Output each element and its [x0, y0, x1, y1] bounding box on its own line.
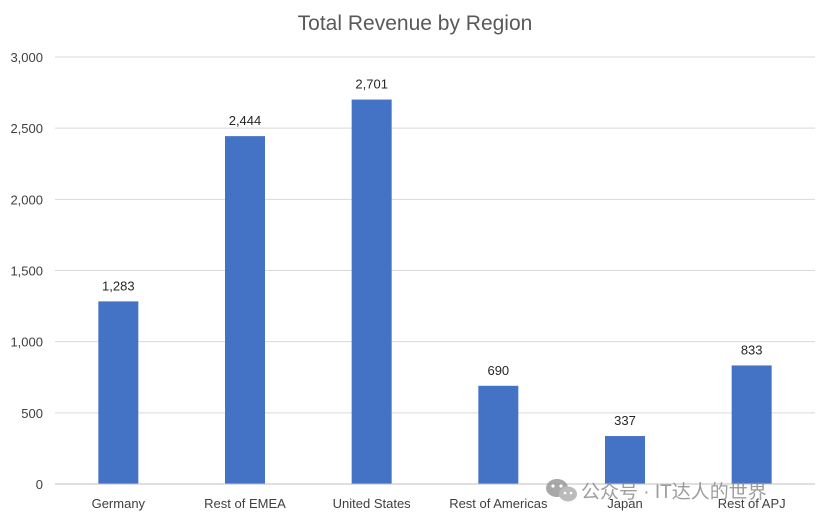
- data-label: 2,701: [355, 77, 388, 92]
- y-tick-label: 2,500: [10, 121, 43, 136]
- x-axis-categories: Germany Rest of EMEA United States Rest of …: [92, 496, 786, 511]
- data-label: 1,283: [102, 278, 135, 293]
- y-tick-label: 0: [36, 477, 43, 492]
- watermark: 公众号 · IT达人的世界: [546, 479, 767, 503]
- category-label: Rest of EMEA: [204, 496, 286, 511]
- gridlines: [55, 56, 815, 414]
- bar: [605, 436, 645, 484]
- data-label: 2,444: [229, 113, 262, 128]
- data-labels: 1,283 2,444 2,701 690 337 833: [102, 77, 762, 428]
- data-label: 833: [741, 342, 763, 357]
- category-label: United States: [333, 496, 412, 511]
- data-label: 337: [614, 413, 636, 428]
- category-label: Japan: [607, 496, 642, 511]
- category-label: Rest of APJ: [718, 496, 786, 511]
- y-tick-label: 500: [21, 406, 43, 421]
- watermark-text: 公众号 · IT达人的世界: [581, 481, 767, 503]
- y-tick-label: 1,000: [10, 335, 43, 350]
- chart-title: Total Revenue by Region: [298, 12, 533, 35]
- y-tick-label: 2,000: [10, 192, 43, 207]
- bar: [225, 136, 265, 484]
- bar: [98, 301, 139, 484]
- data-label: 690: [487, 363, 509, 378]
- bars: [98, 99, 772, 484]
- y-tick-label: 1,500: [10, 264, 43, 279]
- category-label: Germany: [92, 496, 146, 511]
- y-tick-label: 3,000: [10, 50, 43, 65]
- bar: [478, 385, 519, 484]
- bar: [351, 99, 392, 484]
- bar: [731, 365, 772, 484]
- category-label: Rest of Americas: [449, 496, 548, 511]
- y-axis-ticks: 0 500 1,000 1,500 2,000 2,500 3,000: [10, 50, 43, 492]
- wechat-icon: [546, 479, 577, 502]
